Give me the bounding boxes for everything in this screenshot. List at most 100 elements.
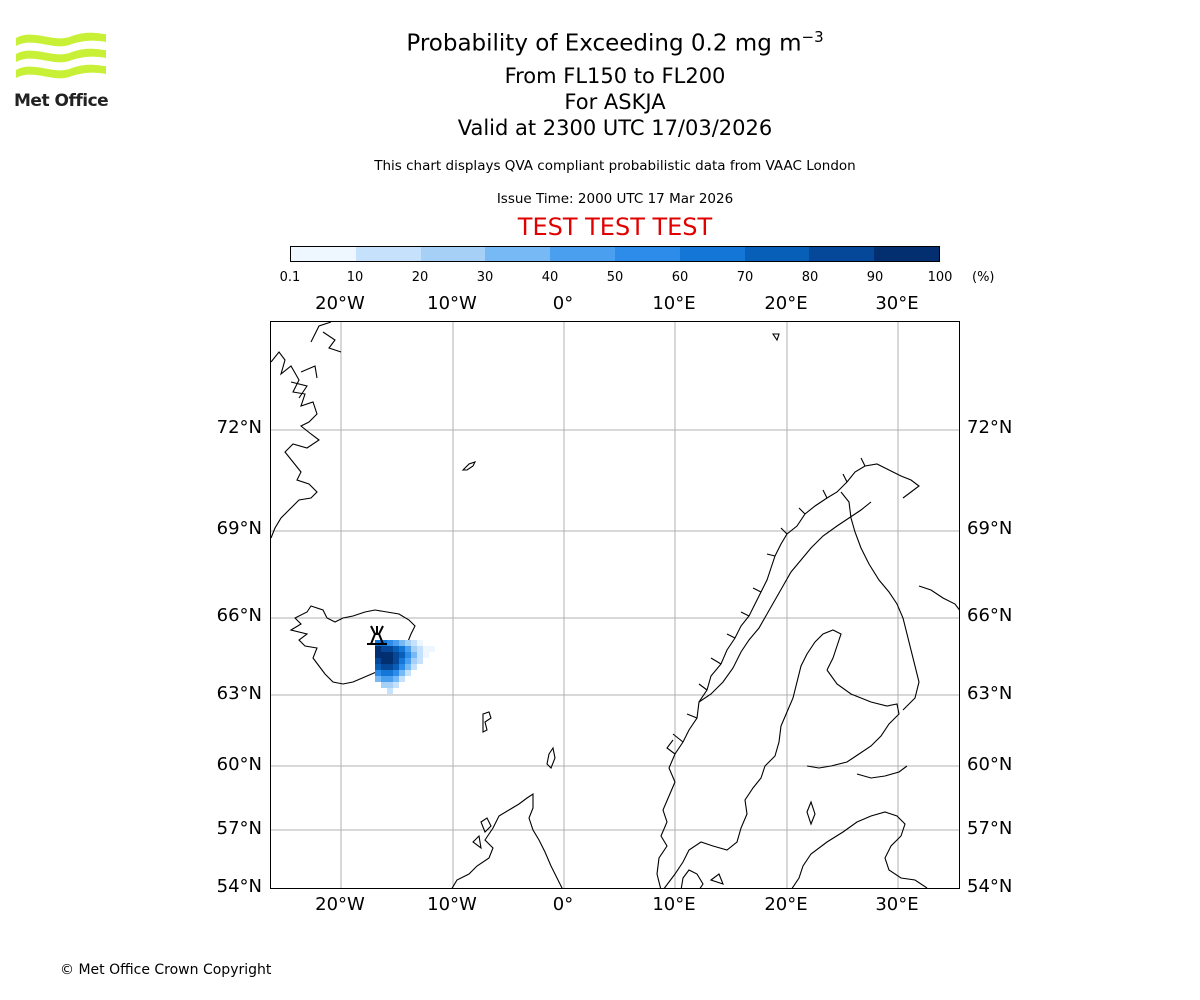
plume-cell <box>429 646 435 652</box>
border-norway-sweden <box>698 501 872 703</box>
plume-cell <box>381 646 387 652</box>
latitude-label: 66°N <box>216 605 262 626</box>
valid-time: Valid at 2300 UTC 17/03/2026 <box>457 116 773 140</box>
latitude-label: 72°N <box>967 417 1013 438</box>
longitude-label: 10°W <box>427 894 477 915</box>
coastline-norway-fjords <box>666 457 866 755</box>
plume-cell <box>405 664 411 670</box>
longitude-label: 10°E <box>652 293 696 314</box>
copyright-notice: © Met Office Crown Copyright <box>60 962 272 978</box>
plume-cell <box>381 670 387 676</box>
plume-cell <box>393 652 399 658</box>
longitude-label: 10°W <box>427 293 477 314</box>
colorbar-tick-label: 50 <box>606 270 624 285</box>
plume-cell <box>405 640 411 646</box>
plume-cell <box>417 646 423 652</box>
plume-cell <box>387 670 393 676</box>
plume-cell <box>393 658 399 664</box>
met-office-logo-text: Met Office <box>14 91 109 111</box>
colorbar-segment <box>679 247 745 261</box>
plume-cell <box>393 670 399 676</box>
plume-cell <box>393 646 399 652</box>
plume-cell <box>417 658 423 664</box>
plume-cell <box>399 658 405 664</box>
coastline-bear-island <box>771 333 780 342</box>
plume-cell <box>405 658 411 664</box>
plume-cell <box>375 664 381 670</box>
border-sweden-finland <box>840 491 920 711</box>
plume-cell <box>387 640 393 646</box>
colorbar-segment <box>550 247 615 261</box>
met-office-logo <box>16 32 106 79</box>
map-panel <box>270 321 960 889</box>
colorbar-tick-label: 20 <box>411 270 429 285</box>
latitude-label: 57°N <box>216 818 262 839</box>
colorbar-units: (%) <box>972 270 995 285</box>
colorbar-segment <box>355 247 421 261</box>
plume-cell <box>381 658 387 664</box>
latitude-label: 69°N <box>967 518 1013 539</box>
plume-cell <box>393 682 399 688</box>
plume-cell <box>375 652 381 658</box>
plume-cell <box>393 664 399 670</box>
coastlines <box>271 322 959 888</box>
colorbar-tick-label: 90 <box>866 270 884 285</box>
plume-cell <box>411 652 417 658</box>
test-banner: TEST TEST TEST <box>517 213 713 241</box>
met-office-wave-icon <box>16 32 106 79</box>
coastline-greenland-fjords <box>290 322 342 399</box>
latitude-label: 54°N <box>216 876 262 897</box>
colorbar-tick-label: 60 <box>671 270 689 285</box>
colorbar-segment <box>744 247 810 261</box>
coastline-hebrides <box>472 817 492 850</box>
plume-cell <box>417 640 423 646</box>
plume-cell <box>405 646 411 652</box>
latitude-label: 57°N <box>967 818 1013 839</box>
chart-title: Probability of Exceeding 0.2 mg m−3 <box>300 28 930 57</box>
chart-title-text: Probability of Exceeding 0.2 mg m <box>406 30 802 57</box>
plume-cell <box>405 652 411 658</box>
latitude-label: 69°N <box>216 518 262 539</box>
plume-cell <box>375 676 381 682</box>
longitude-label: 20°E <box>764 293 808 314</box>
coastline-baltic <box>791 811 928 888</box>
coastline-jan-mayen <box>461 461 477 471</box>
coastline-sweden <box>663 629 842 888</box>
plume-cell <box>387 682 393 688</box>
coastline-scotland <box>451 792 563 888</box>
colorbar-tick-label: 0.1 <box>279 270 301 285</box>
plume-cell <box>387 658 393 664</box>
coastline-gotland <box>806 800 816 826</box>
plume-cell <box>411 658 417 664</box>
chart-title-superscript: −3 <box>801 28 824 46</box>
plume-cell <box>417 652 423 658</box>
plume-cell <box>381 664 387 670</box>
colorbar-tick-label: 80 <box>801 270 819 285</box>
ash-probability-plume <box>375 640 435 694</box>
colorbar-segment <box>614 247 680 261</box>
colorbar-tick-label: 30 <box>476 270 494 285</box>
plume-cell <box>387 646 393 652</box>
coastline-finland <box>806 669 900 769</box>
coastline-faroe <box>482 711 492 733</box>
colorbar <box>290 246 940 262</box>
longitude-label: 20°W <box>315 894 365 915</box>
longitude-label: 10°E <box>652 894 696 915</box>
plume-cell <box>399 640 405 646</box>
plume-cell <box>381 652 387 658</box>
longitude-label: 20°E <box>764 894 808 915</box>
colorbar-segment <box>809 247 875 261</box>
coastline-iceland <box>289 605 416 685</box>
colorbar-segment <box>420 247 486 261</box>
plume-cell <box>399 670 405 676</box>
chart-subtitle: This chart displays QVA compliant probab… <box>374 158 856 174</box>
plume-cell <box>375 658 381 664</box>
plume-cell <box>399 664 405 670</box>
colorbar-tick-label: 10 <box>346 270 364 285</box>
colorbar-segment <box>485 247 551 261</box>
latitude-label: 60°N <box>967 754 1013 775</box>
longitude-label: 30°E <box>875 293 919 314</box>
coastline-kola <box>918 585 959 611</box>
plume-cell <box>393 676 399 682</box>
latitude-label: 63°N <box>967 683 1013 704</box>
